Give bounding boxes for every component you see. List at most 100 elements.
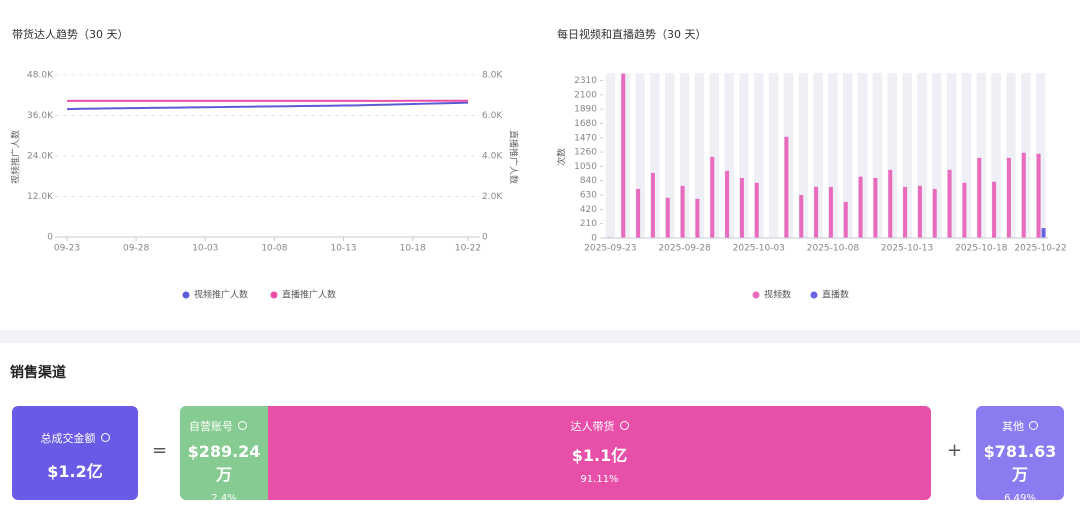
x-tick-label: 2025-10-08 — [807, 244, 860, 254]
band-bg — [650, 73, 660, 238]
segment-label-row: 自营账号 — [180, 418, 268, 434]
band-bg — [605, 73, 616, 238]
bar — [903, 186, 908, 238]
total-label: 总成交金额 — [40, 432, 96, 445]
segment-share: 91.11% — [580, 474, 619, 485]
y-tick-label: 36.0K — [27, 111, 54, 121]
y2-tick-label: 4.0K — [482, 152, 503, 162]
band-bg — [709, 73, 719, 238]
y-tick-label: 1050 — [574, 162, 597, 172]
legend-swatch — [810, 291, 818, 299]
band-bg — [813, 73, 823, 238]
y-tick-label: 210 — [580, 219, 597, 229]
segment-card: 达人带货 $1.1亿 91.11% — [268, 406, 931, 500]
legend-label: 视频数 — [764, 289, 791, 301]
band-bg — [694, 73, 705, 238]
bar — [917, 185, 922, 238]
legend-label: 视频推广人数 — [194, 289, 248, 301]
other-label: 其他 — [1002, 420, 1024, 433]
bar — [828, 186, 833, 238]
band-bg — [724, 73, 734, 238]
y-tick-label: 630 — [580, 191, 597, 201]
x-tick-label: 2025-10-22 — [1014, 244, 1066, 254]
y-tick-label: 48.0K — [27, 71, 54, 81]
bar — [947, 169, 952, 238]
band-bg — [828, 73, 838, 238]
legend-label: 直播推广人数 — [282, 289, 336, 301]
y-tick-label: 1470 — [574, 133, 597, 143]
bar — [977, 157, 982, 238]
y2-tick-label: 2.0K — [482, 192, 503, 202]
x-tick-label: 2025-10-13 — [881, 244, 933, 254]
legend-swatch — [182, 291, 190, 299]
band-bg — [679, 73, 690, 238]
segment-value: $1.1亿 — [571, 446, 628, 465]
y-tick-label: 24.0K — [27, 152, 54, 162]
band-bg — [843, 73, 853, 238]
bar — [858, 176, 863, 238]
other-label-row: 其他 — [976, 418, 1064, 434]
line-series — [66, 101, 469, 111]
band-bg — [768, 73, 779, 238]
band-bg — [932, 73, 942, 238]
bar — [992, 181, 997, 238]
legend-swatch — [270, 291, 278, 299]
x-tick-label: 2025-10-18 — [955, 244, 1008, 254]
band-bg — [665, 73, 675, 238]
y2-axis-title: 直播推广人数 — [508, 130, 520, 184]
help-icon[interactable] — [238, 421, 247, 430]
band-bg — [754, 73, 764, 238]
y-tick-label: 0 — [47, 233, 53, 243]
total-value: $1.2亿 — [47, 462, 103, 481]
help-icon[interactable] — [1029, 421, 1038, 430]
y-tick-label: 420 — [580, 205, 597, 215]
band-bg — [946, 73, 957, 238]
y-axis-title: 次数 — [556, 148, 568, 166]
bar — [873, 178, 878, 238]
other-value: $781.63万 — [983, 442, 1057, 484]
segment-label: 达人带货 — [570, 420, 615, 433]
total-card: 总成交金额 $1.2亿 — [12, 406, 138, 500]
chart-title: 带货达人趋势（30 天） — [12, 27, 129, 41]
segment-value: $289.24万 — [187, 442, 261, 484]
segment-label: 自营账号 — [189, 420, 233, 433]
band-bg — [739, 73, 749, 238]
total-label-row: 总成交金额 — [12, 430, 138, 446]
bar — [739, 178, 744, 238]
y2-tick-label: 6.0K — [482, 111, 503, 121]
bar — [621, 73, 626, 238]
band-bg — [917, 73, 927, 238]
band-bg — [857, 73, 868, 238]
y-axis-title: 视频推广人数 — [10, 130, 22, 184]
bar — [1036, 153, 1041, 238]
x-tick-label: 2025-10-03 — [733, 244, 785, 254]
y-tick-label: 1680 — [574, 119, 597, 129]
help-icon[interactable] — [100, 433, 110, 442]
segment-card: 自营账号 $289.24万 2.4% — [180, 406, 268, 504]
band-bg — [635, 73, 645, 238]
bar — [1006, 157, 1011, 238]
bar — [665, 197, 670, 238]
chart-title: 每日视频和直播趋势（30 天） — [557, 27, 707, 41]
bar — [1041, 228, 1046, 238]
bar — [799, 195, 804, 238]
x-tick-label: 2025-09-23 — [584, 244, 636, 254]
x-tick-label: 10-13 — [330, 244, 356, 254]
x-tick-label: 10-18 — [400, 244, 426, 254]
band-bg — [798, 73, 808, 238]
plus-sign: + — [947, 440, 963, 461]
help-icon[interactable] — [619, 421, 629, 430]
bar — [932, 188, 937, 238]
y2-tick-label: 8.0K — [482, 71, 503, 81]
bar — [888, 169, 893, 238]
y-tick-label: 840 — [580, 176, 597, 186]
band-bg — [961, 73, 972, 238]
bar — [754, 182, 759, 238]
band-bg — [991, 73, 1001, 238]
divider — [0, 330, 1080, 343]
bar — [695, 198, 700, 238]
equals-sign: = — [152, 440, 168, 461]
x-tick-label: 09-28 — [123, 244, 149, 254]
y-tick-label: 0 — [591, 234, 597, 244]
bar — [843, 201, 848, 238]
